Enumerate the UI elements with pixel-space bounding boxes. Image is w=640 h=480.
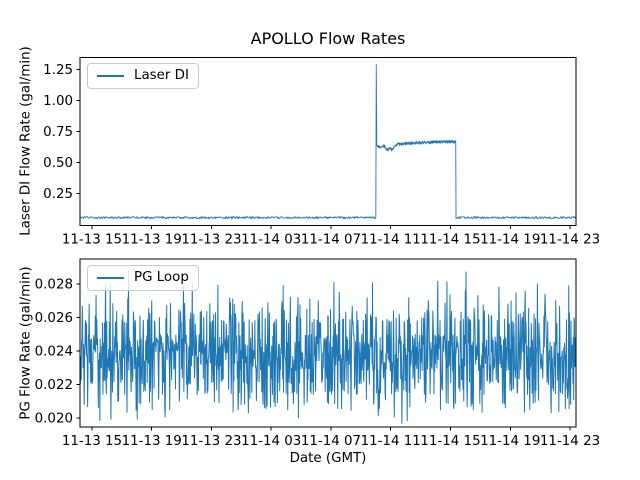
y-tick-label: 0.024 [35, 344, 73, 359]
y-tick-label: 1.00 [43, 94, 73, 109]
x-tick-label: 11-13 19 [122, 233, 182, 248]
x-tick-label: 11-14 03 [241, 233, 301, 248]
x-tick-label: 11-14 19 [480, 233, 540, 248]
x-tick-label: 11-14 23 [540, 434, 600, 449]
x-tick-label: 11-14 15 [420, 434, 480, 449]
pg-loop-series-line [79, 270, 577, 424]
x-tick-label: 11-13 19 [122, 434, 182, 449]
laser-di-series-line [79, 64, 577, 220]
laser-di-legend-label: Laser DI [134, 68, 189, 83]
y-tick-label: 0.50 [43, 156, 73, 171]
x-tick-label: 11-14 11 [361, 233, 421, 248]
laser-di-legend-line-icon [97, 75, 124, 77]
y-tick-label: 1.25 [43, 63, 73, 78]
x-tick-label: 11-14 15 [420, 233, 480, 248]
x-tick-label: 11-14 07 [301, 434, 361, 449]
pg-loop-legend-line-icon [97, 277, 124, 279]
x-tick-label: 11-13 23 [181, 434, 241, 449]
y-tick-label: 0.75 [43, 125, 73, 140]
x-tick-label: 11-14 11 [361, 434, 421, 449]
laser-di-y-axis-label: Laser DI Flow Rate (gal/min) [18, 46, 34, 236]
pg-loop-legend-label: PG Loop [134, 270, 189, 285]
x-tick-label: 11-14 03 [241, 434, 301, 449]
x-tick-label: 11-14 07 [301, 233, 361, 248]
x-tick-label: 11-13 15 [62, 434, 122, 449]
x-tick-label: 11-14 19 [480, 434, 540, 449]
pg-loop-y-axis-label: PG Flow Rate (gal/min) [18, 266, 34, 420]
x-tick-label: 11-13 15 [62, 233, 122, 248]
laser-di-plot-border [79, 57, 577, 226]
x-tick-label: 11-14 23 [540, 233, 600, 248]
pg-loop-plot-border [79, 258, 577, 428]
y-tick-label: 0.25 [43, 187, 73, 202]
y-tick-label: 0.020 [35, 411, 73, 426]
y-tick-label: 0.028 [35, 277, 73, 292]
laser-di-legend: Laser DI [87, 63, 199, 89]
pg-loop-legend: PG Loop [87, 265, 199, 291]
y-tick-label: 0.026 [35, 311, 73, 326]
y-tick-label: 0.022 [35, 378, 73, 393]
x-axis-label: Date (GMT) [289, 451, 367, 466]
x-tick-label: 11-13 23 [181, 233, 241, 248]
figure-title: APOLLO Flow Rates [250, 29, 406, 48]
